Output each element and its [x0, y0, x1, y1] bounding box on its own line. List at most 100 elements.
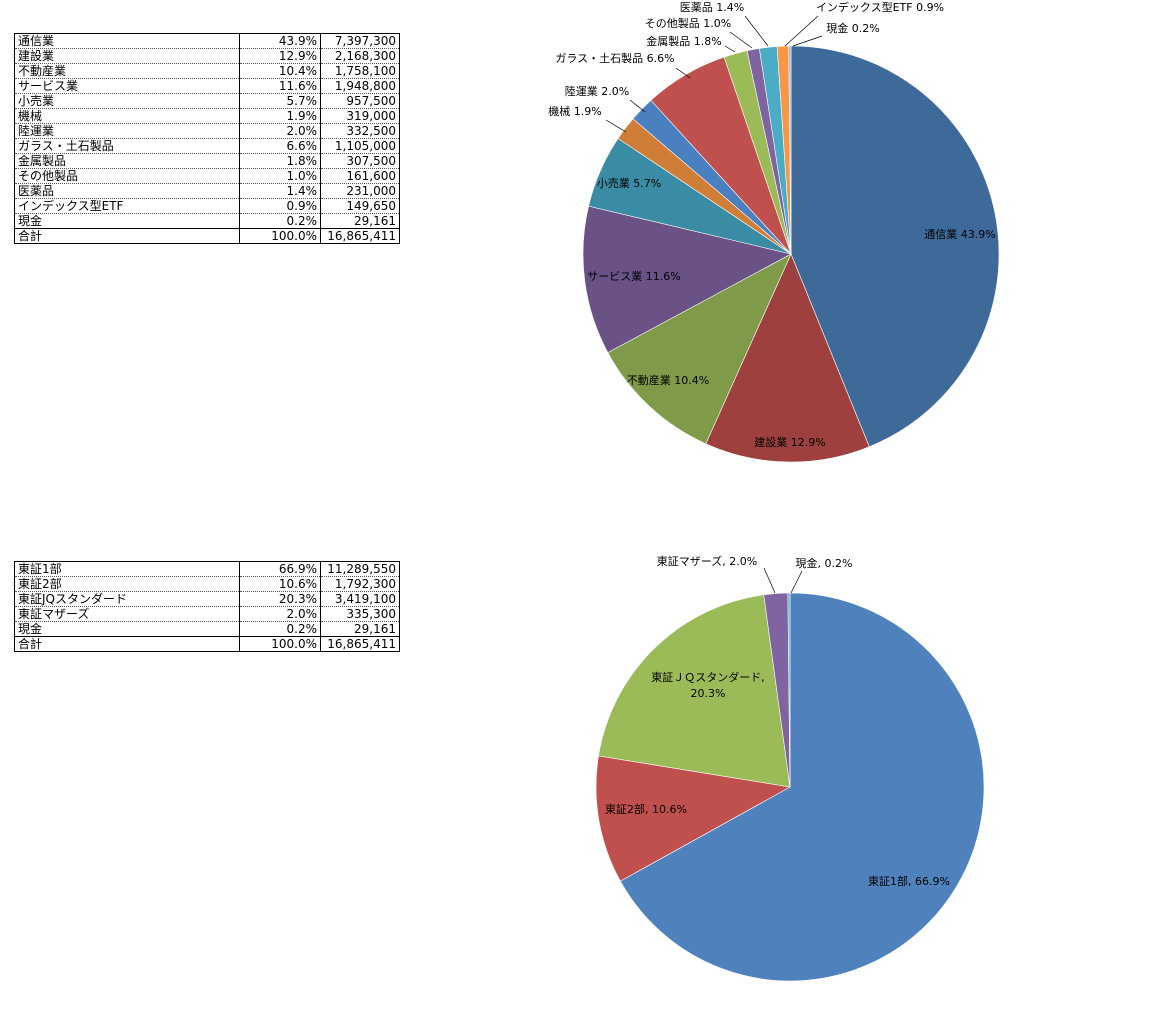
cell-value: 161,600 [320, 168, 400, 184]
data-label: 現金, 0.2% [796, 556, 853, 570]
cell-name: 東証JQスタンダード [14, 591, 240, 607]
cell-value: 307,500 [320, 153, 400, 169]
leader-line [790, 570, 803, 594]
pie-slice [787, 592, 791, 788]
cell-percent: 12.9% [239, 48, 321, 64]
leader-line [629, 99, 646, 113]
cell-value: 319,000 [320, 108, 400, 124]
data-label: 陸運業 2.0% [565, 85, 629, 98]
data-label: 現金 0.2% [826, 21, 879, 35]
table-row: 小売業 5.7% 957,500 [14, 93, 400, 109]
cell-name: 不動産業 [14, 63, 240, 79]
table-row: 東証マザーズ 2.0% 335,300 [14, 606, 400, 622]
pie-slice [790, 45, 1000, 448]
cell-percent: 6.6% [239, 138, 321, 154]
pie-slice [788, 45, 792, 255]
cell-name: 東証2部 [14, 576, 240, 592]
cell-name: ガラス・土石製品 [14, 138, 240, 154]
cell-value: 957,500 [320, 93, 400, 109]
cell-name: その他製品 [14, 168, 240, 184]
cell-name: 東証1部 [14, 561, 240, 577]
table-row: 不動産業 10.4% 1,758,100 [14, 63, 400, 79]
leader-line [744, 15, 769, 47]
table-row: 建設業 12.9% 2,168,300 [14, 48, 400, 64]
cell-value: 149,650 [320, 198, 400, 214]
data-label: 東証ＪＱスタンダード, 20.3% [651, 670, 765, 700]
data-label: 不動産業 10.4% [627, 373, 709, 387]
cell-percent: 1.8% [239, 153, 321, 169]
cell-name: 現金 [14, 621, 240, 637]
table-row: 陸運業 2.0% 332,500 [14, 123, 400, 139]
cell-value: 16,865,411 [320, 228, 400, 244]
data-label: 小売業 5.7% [597, 177, 661, 190]
cell-name: 医薬品 [14, 183, 240, 199]
cell-percent: 1.0% [239, 168, 321, 184]
cell-name: 小売業 [14, 93, 240, 109]
table-row: 東証JQスタンダード 20.3% 3,419,100 [14, 591, 400, 607]
cell-percent: 1.9% [239, 108, 321, 124]
pie-slice [595, 755, 791, 882]
table-row: 通信業 43.9% 7,397,300 [14, 33, 400, 49]
total-row: 合計 100.0% 16,865,411 [14, 636, 400, 652]
cell-name: 合計 [14, 228, 240, 244]
data-label: ガラス・土石製品 6.6% [555, 51, 674, 65]
table-row: その他製品 1.0% 161,600 [14, 168, 400, 184]
pie-slice [705, 253, 870, 463]
pie-slice [607, 253, 792, 445]
cell-name: 金属製品 [14, 153, 240, 169]
cell-percent: 1.4% [239, 183, 321, 199]
cell-percent: 2.0% [239, 606, 321, 622]
data-label: 機械 1.9% [548, 104, 601, 118]
cell-percent: 0.9% [239, 198, 321, 214]
cell-percent: 2.0% [239, 123, 321, 139]
leader-line [605, 119, 627, 133]
cell-name: 機械 [14, 108, 240, 124]
cell-value: 11,289,550 [320, 561, 400, 577]
leader-line [784, 15, 819, 47]
table-row: 医薬品 1.4% 231,000 [14, 183, 400, 199]
cell-value: 29,161 [320, 213, 400, 229]
data-label: 東証2部, 10.6% [605, 802, 687, 816]
leader-line [724, 45, 736, 53]
market-table: 東証1部 66.9% 11,289,550 東証2部 10.6% 1,792,300 東証J… [14, 561, 400, 652]
cell-percent: 100.0% [239, 228, 321, 244]
data-label: 通信業 43.9% [924, 228, 995, 241]
cell-value: 16,865,411 [320, 636, 400, 652]
cell-value: 2,168,300 [320, 48, 400, 64]
table-row: 機械 1.9% 319,000 [14, 108, 400, 124]
cell-percent: 10.6% [239, 576, 321, 592]
cell-percent: 20.3% [239, 591, 321, 607]
table-row: 東証1部 66.9% 11,289,550 [14, 561, 400, 577]
cell-percent: 100.0% [239, 636, 321, 652]
cell-name: サービス業 [14, 78, 240, 94]
cell-name: 通信業 [14, 33, 240, 49]
data-label: インデックス型ETF 0.9% [816, 0, 944, 14]
table-row: 東証2部 10.6% 1,792,300 [14, 576, 400, 592]
cell-value: 231,000 [320, 183, 400, 199]
cell-value: 1,948,800 [320, 78, 400, 94]
leader-line [675, 67, 691, 79]
data-label: その他製品 1.0% [645, 16, 731, 30]
cell-percent: 11.6% [239, 78, 321, 94]
data-label: 医薬品 1.4% [680, 1, 744, 14]
cell-name: インデックス型ETF [14, 198, 240, 214]
leader-line [729, 31, 753, 49]
total-row: 合計 100.0% 16,865,411 [14, 228, 400, 244]
table-row: ガラス・土石製品 6.6% 1,105,000 [14, 138, 400, 154]
cell-percent: 66.9% [239, 561, 321, 577]
cell-name: 陸運業 [14, 123, 240, 139]
pie-slice [598, 594, 791, 788]
pie-slice [582, 205, 792, 353]
data-label: 金属製品 1.8% [646, 34, 721, 48]
cell-name: 合計 [14, 636, 240, 652]
table-row: インデックス型ETF 0.9% 149,650 [14, 198, 400, 214]
cell-value: 332,500 [320, 123, 400, 139]
cell-name: 建設業 [14, 48, 240, 64]
leader-line [763, 567, 776, 594]
cell-percent: 10.4% [239, 63, 321, 79]
data-label: サービス業 11.6% [587, 270, 680, 283]
cell-value: 3,419,100 [320, 591, 400, 607]
data-label: 東証1部, 66.9% [868, 874, 950, 888]
data-label: 建設業 12.9% [754, 435, 825, 449]
